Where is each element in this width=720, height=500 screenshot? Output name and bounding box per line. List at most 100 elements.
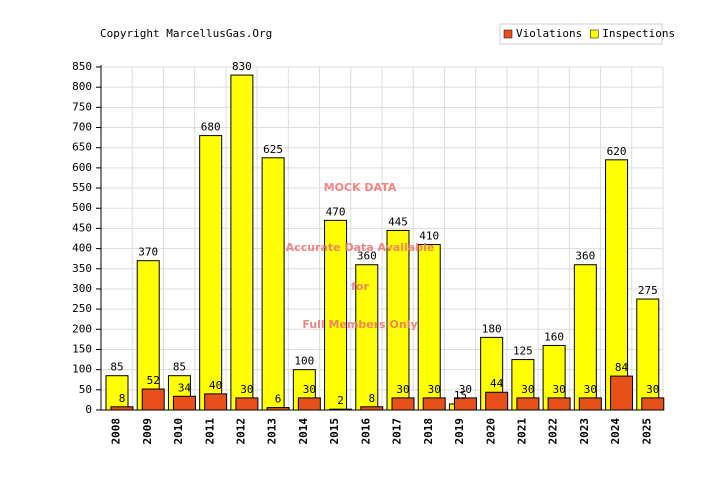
value-label: 625 [263, 143, 283, 156]
value-label: 160 [544, 330, 564, 343]
value-label: 30 [584, 383, 597, 396]
value-label: 8 [368, 392, 375, 405]
value-label: 52 [147, 374, 160, 387]
value-label: 8 [119, 392, 126, 405]
y-tick-label: 800 [72, 80, 92, 93]
value-label: 620 [607, 145, 627, 158]
legend-label: Inspections [602, 27, 675, 40]
x-tick-label: 2012 [235, 418, 248, 445]
value-label: 125 [513, 345, 533, 358]
value-label: 360 [357, 250, 377, 263]
x-tick-label: 2015 [328, 418, 341, 445]
value-label: 85 [173, 361, 186, 374]
value-label: 84 [615, 361, 629, 374]
bar [172, 395, 196, 411]
x-tick-label: 2008 [110, 418, 123, 445]
y-tick-label: 0 [85, 403, 92, 416]
x-tick-label: 2009 [141, 418, 154, 445]
value-label: 470 [326, 205, 346, 218]
watermark: MOCK DATA [324, 181, 397, 194]
value-label: 410 [419, 230, 439, 243]
y-tick-label: 200 [72, 322, 92, 335]
y-tick-label: 400 [72, 242, 92, 255]
bar [610, 375, 634, 411]
x-tick-label: 2013 [266, 418, 279, 445]
y-tick-label: 50 [79, 383, 92, 396]
value-label: 44 [490, 377, 504, 390]
x-tick-label: 2022 [547, 418, 560, 445]
x-tick-label: 2017 [391, 418, 404, 445]
watermark: Accurate Data Available [286, 241, 435, 254]
y-tick-label: 500 [72, 201, 92, 214]
value-label: 6 [275, 393, 282, 406]
value-label: 85 [110, 361, 123, 374]
y-tick-label: 350 [72, 262, 92, 275]
bar [516, 397, 540, 411]
value-label: 30 [240, 383, 253, 396]
value-label: 30 [459, 383, 472, 396]
value-label: 30 [646, 383, 659, 396]
bar [235, 397, 259, 411]
bar [141, 388, 165, 411]
x-tick-label: 2018 [422, 418, 435, 445]
value-label: 2 [337, 394, 344, 407]
value-label: 30 [552, 383, 565, 396]
x-tick-label: 2025 [640, 418, 653, 445]
value-label: 180 [482, 322, 502, 335]
y-tick-label: 100 [72, 363, 92, 376]
x-tick-label: 2020 [484, 418, 497, 445]
y-tick-label: 850 [72, 60, 92, 73]
x-tick-label: 2021 [516, 418, 529, 445]
y-tick-label: 450 [72, 221, 92, 234]
legend-swatch [503, 29, 513, 39]
bar [391, 397, 415, 411]
bar [547, 397, 571, 411]
bar [199, 135, 223, 411]
x-tick-label: 2014 [297, 418, 310, 445]
value-label: 360 [575, 250, 595, 263]
bar [136, 260, 160, 411]
value-label: 680 [201, 121, 221, 134]
y-tick-label: 300 [72, 282, 92, 295]
value-label: 370 [138, 246, 158, 259]
x-tick-label: 2010 [172, 418, 185, 445]
legend-label: Violations [516, 27, 582, 40]
legend-swatch [589, 29, 599, 39]
x-tick-label: 2011 [203, 418, 216, 445]
value-label: 275 [638, 284, 658, 297]
y-tick-label: 700 [72, 121, 92, 134]
value-label: 830 [232, 60, 252, 73]
y-tick-label: 600 [72, 161, 92, 174]
value-label: 100 [294, 355, 314, 368]
x-tick-label: 2019 [453, 418, 466, 445]
value-label: 445 [388, 215, 408, 228]
value-label: 30 [521, 383, 534, 396]
watermark: for [351, 280, 369, 293]
y-tick-label: 150 [72, 342, 92, 355]
value-label: 30 [428, 383, 441, 396]
y-tick-label: 650 [72, 141, 92, 154]
x-tick-label: 2016 [359, 418, 372, 445]
value-label: 40 [209, 379, 222, 392]
y-tick-label: 550 [72, 181, 92, 194]
bar [641, 397, 665, 411]
watermark: Full Members Only [302, 318, 417, 331]
y-tick-label: 750 [72, 100, 92, 113]
bar [422, 397, 446, 411]
bar [485, 391, 509, 411]
value-label: 30 [303, 383, 316, 396]
bar [261, 157, 285, 411]
bar [230, 74, 254, 411]
bar [204, 393, 228, 411]
bar [578, 397, 602, 411]
credit: Copyright MarcellusGas.Org [100, 27, 272, 40]
x-tick-label: 2023 [578, 418, 591, 445]
value-label: 30 [396, 383, 409, 396]
y-tick-label: 250 [72, 302, 92, 315]
value-label: 34 [178, 381, 192, 394]
value-label: 15 [454, 389, 467, 402]
bar [297, 397, 321, 411]
legend-box [499, 23, 663, 45]
x-tick-label: 2024 [609, 418, 622, 445]
